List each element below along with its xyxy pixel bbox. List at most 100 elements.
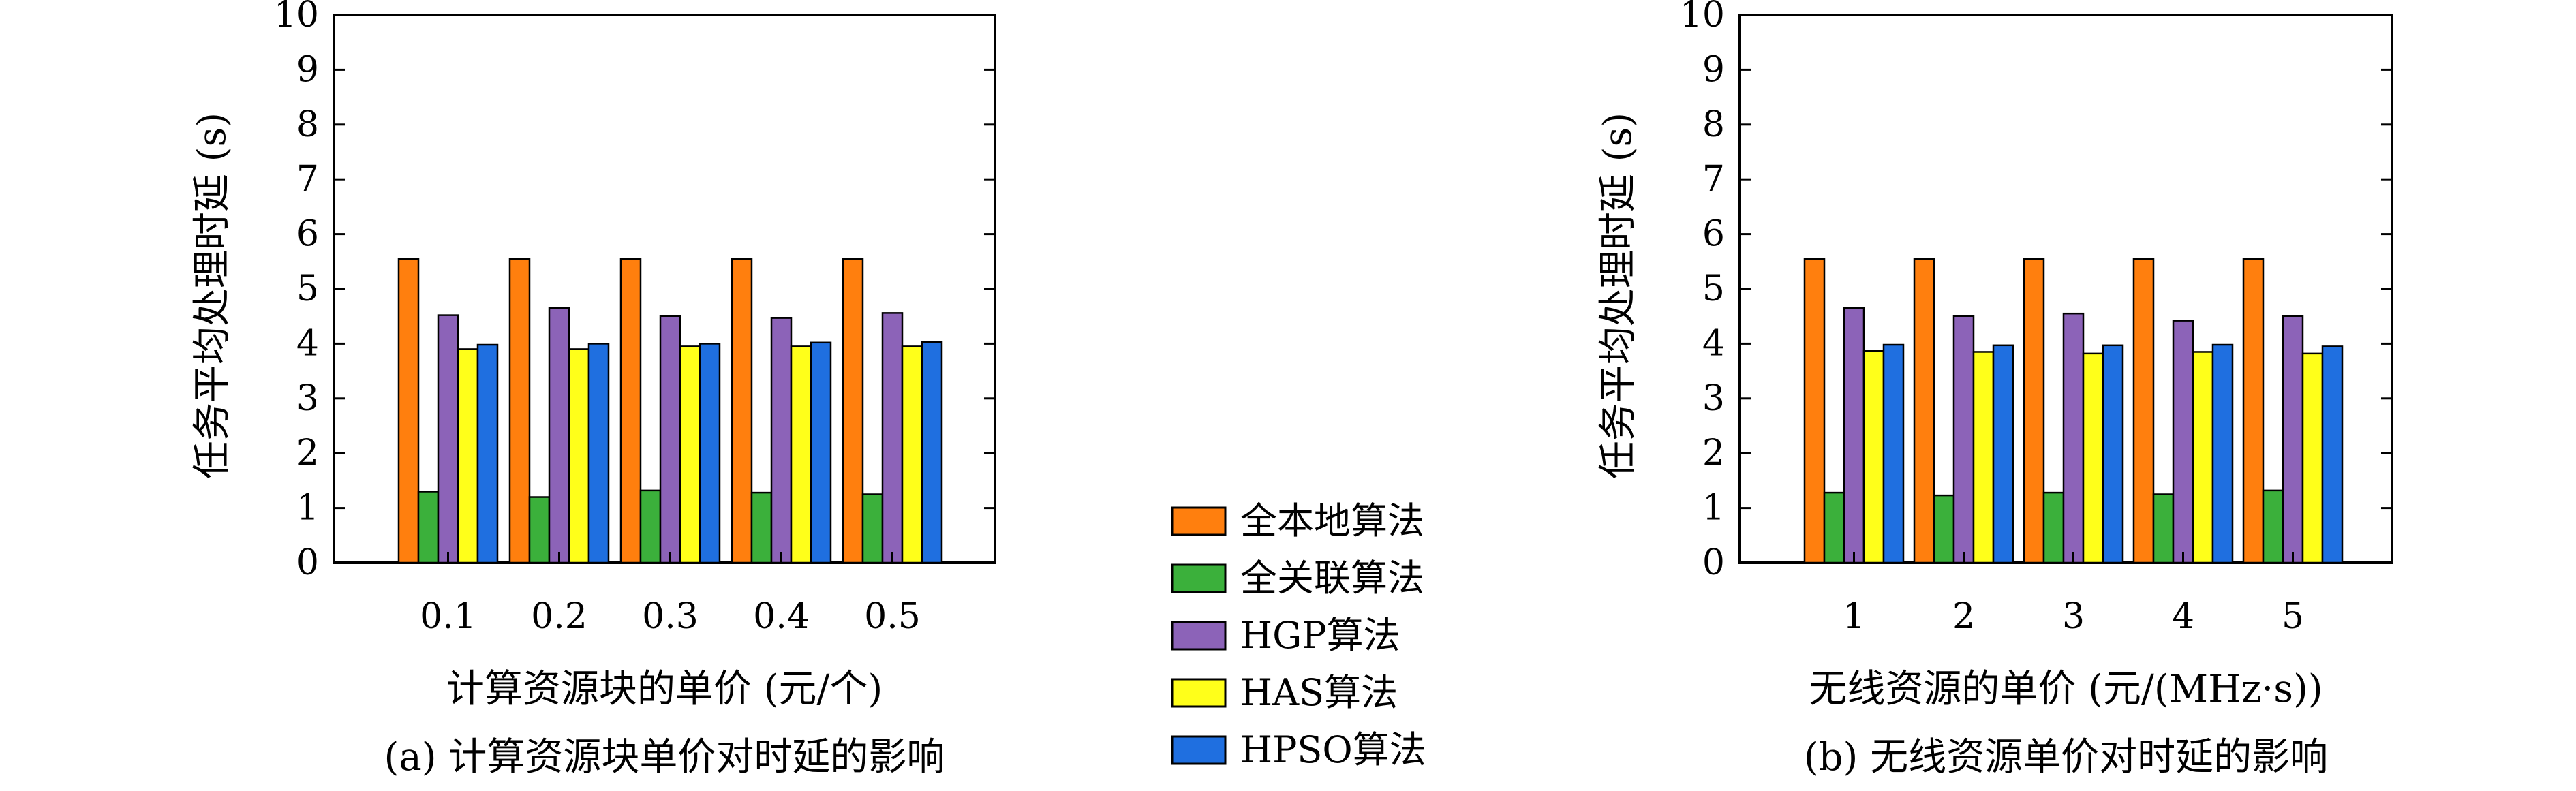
bar-全本地算法 [397,258,420,564]
y-tick-label: 1 [296,488,319,529]
legend-label: 全关联算法 [1240,557,1424,600]
bar-全关联算法 [861,493,884,564]
legend-swatch [1171,563,1227,593]
chart-panel-a: 0 1 2 3 4 5 6 7 8 9 10 0.1 0.2 0.3 0.4 0.5 计算资源块的单价 (元/个… [190,0,996,779]
bar-全关联算法 [2152,493,2175,564]
x-tick-label: 0.2 [531,596,587,637]
bar-全关联算法 [1933,494,1955,564]
bar-HAS算法 [790,345,812,564]
bar-HPSO算法 [2102,344,2124,564]
legend-swatch [1171,735,1227,765]
y-tick-label: 5 [296,268,319,309]
bar-HPSO算法 [2211,343,2234,564]
bar-HGP算法 [2172,320,2194,564]
y-axis-label: 任务平均处理时延 (s) [190,112,234,479]
bar-HAS算法 [679,345,701,564]
bar-全本地算法 [1803,258,1826,564]
bar-HPSO算法 [810,341,832,564]
x-tick-label: 0.1 [420,596,476,637]
y-tick-label: 10 [1680,0,1725,35]
bar-全关联算法 [750,491,773,564]
bar-HGP算法 [881,312,904,564]
bar-HGP算法 [659,315,681,564]
y-axis-label: 任务平均处理时延 (s) [1596,112,1640,479]
bar-HGP算法 [1952,315,1975,564]
chart-panel-b: 0 1 2 3 4 5 6 7 8 9 10 1 2 3 4 5 无线资源的单价 (元/(MHz·s)) 任务平均… [1596,0,2393,779]
bar-HAS算法 [901,345,923,564]
x-tick-label: 0.4 [753,596,810,637]
bar-HAS算法 [2082,352,2104,564]
bar-全本地算法 [842,258,864,564]
bar-HPSO算法 [1992,344,2014,564]
x-tick-label: 0.5 [864,596,921,637]
bar-全本地算法 [1913,258,1935,564]
bar-HPSO算法 [921,341,943,564]
bar-HPSO算法 [699,343,721,564]
bar-HPSO算法 [587,343,610,564]
y-tick-label: 7 [1702,159,1725,200]
legend-label: HGP算法 [1240,614,1400,657]
x-tick-label: 4 [2172,596,2194,637]
bar-全关联算法 [2262,489,2284,564]
bar-全本地算法 [619,258,642,564]
x-tick-label: 2 [1952,596,1975,637]
x-axis-label: 无线资源的单价 (元/(MHz·s)) [1809,667,2322,711]
bar-全本地算法 [2132,258,2155,564]
x-tick-label: 5 [2282,596,2304,637]
x-axis-label: 计算资源块的单价 (元/个) [446,667,883,711]
legend-swatch [1171,621,1227,651]
bar-全关联算法 [2042,491,2065,564]
y-tick-label: 3 [296,378,319,419]
bar-HAS算法 [568,348,590,564]
y-tick-label: 2 [296,433,319,474]
bar-HGP算法 [1843,307,1865,564]
bar-全本地算法 [731,258,753,564]
y-tick-label: 5 [1702,268,1725,309]
bar-HAS算法 [2192,351,2214,564]
y-tick-label: 3 [1702,378,1725,419]
bar-全本地算法 [2023,258,2045,564]
bar-全本地算法 [2242,258,2265,564]
legend-swatch [1171,678,1227,708]
bar-全关联算法 [417,491,440,564]
bar-HGP算法 [770,317,793,564]
legend-swatch [1171,506,1227,536]
bar-HAS算法 [2301,352,2324,564]
y-tick-label: 1 [1702,488,1725,529]
bar-全关联算法 [1823,491,1845,564]
bar-HGP算法 [548,307,570,564]
y-tick-label: 6 [1702,214,1725,255]
y-tick-label: 10 [274,0,319,35]
y-tick-label: 0 [1702,542,1725,583]
panel-caption: (b) 无线资源单价对时延的影响 [1804,735,2328,779]
y-tick-label: 4 [296,323,319,364]
y-tick-label: 9 [296,49,319,90]
bar-HAS算法 [1972,351,1995,564]
bar-HGP算法 [2282,315,2304,564]
bar-HPSO算法 [476,343,499,564]
x-tick-label: 3 [2062,596,2085,637]
y-tick-label: 0 [296,542,319,583]
x-tick-label: 0.3 [642,596,699,637]
legend-label: HPSO算法 [1240,728,1426,771]
y-tick-label: 9 [1702,49,1725,90]
bar-全关联算法 [528,496,551,564]
y-tick-label: 2 [1702,433,1725,474]
bar-HAS算法 [457,348,479,564]
bar-全本地算法 [508,258,531,564]
bar-HGP算法 [437,314,459,564]
y-tick-label: 4 [1702,323,1725,364]
panel-caption: (a) 计算资源块单价对时延的影响 [384,735,945,779]
bar-HGP算法 [2062,312,2085,564]
y-tick-label: 6 [296,214,319,255]
bar-HPSO算法 [2321,345,2344,564]
bar-HPSO算法 [1882,343,1905,564]
x-tick-label: 1 [1843,596,1865,637]
y-tick-label: 8 [1702,104,1725,145]
y-tick-label: 8 [296,104,319,145]
bar-全关联算法 [639,489,662,564]
bar-HAS算法 [1862,350,1885,564]
legend-label: HAS算法 [1240,671,1398,714]
